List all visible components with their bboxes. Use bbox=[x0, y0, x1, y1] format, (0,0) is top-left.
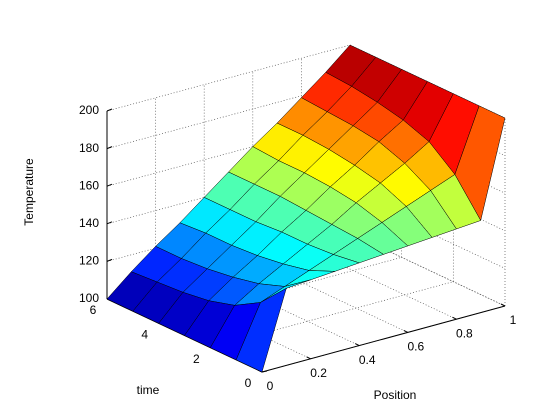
x-tick bbox=[403, 329, 409, 333]
z-tick-label: 160 bbox=[79, 178, 99, 192]
x-axis-line bbox=[261, 305, 506, 373]
z-tick-label: 140 bbox=[79, 216, 99, 230]
x-tick-label: 0.2 bbox=[310, 366, 327, 380]
z-tick bbox=[106, 221, 113, 225]
x-tick bbox=[306, 356, 311, 360]
x-tick-label: 0 bbox=[267, 379, 274, 393]
x-tick-label: 0.8 bbox=[456, 326, 473, 340]
y-axis-label: time bbox=[137, 383, 160, 397]
surface-cell bbox=[235, 288, 287, 373]
surface bbox=[106, 44, 506, 373]
y-tick bbox=[261, 370, 268, 373]
z-tick bbox=[106, 183, 113, 187]
axes bbox=[106, 108, 506, 373]
x-tick-label: 1 bbox=[510, 313, 517, 327]
x-tick-label: 0.4 bbox=[359, 353, 376, 367]
x-tick bbox=[354, 343, 360, 347]
y-tick-label: 0 bbox=[245, 376, 252, 390]
z-tick bbox=[106, 258, 113, 262]
x-tick bbox=[500, 303, 506, 307]
x-tick-label: 0.6 bbox=[407, 340, 424, 354]
z-tick-label: 180 bbox=[79, 141, 99, 155]
y-tick-label: 6 bbox=[90, 303, 97, 317]
z-tick bbox=[106, 108, 113, 112]
y-tick-label: 2 bbox=[193, 352, 200, 366]
x-axis-label: Position bbox=[374, 388, 417, 402]
z-tick-label: 120 bbox=[79, 254, 99, 268]
z-tick-label: 200 bbox=[79, 103, 99, 117]
z-tick-label: 100 bbox=[79, 291, 99, 305]
x-tick bbox=[452, 316, 457, 320]
z-tick bbox=[106, 146, 113, 150]
y-tick-label: 4 bbox=[141, 328, 148, 342]
z-axis-label: Temperature bbox=[22, 158, 36, 226]
